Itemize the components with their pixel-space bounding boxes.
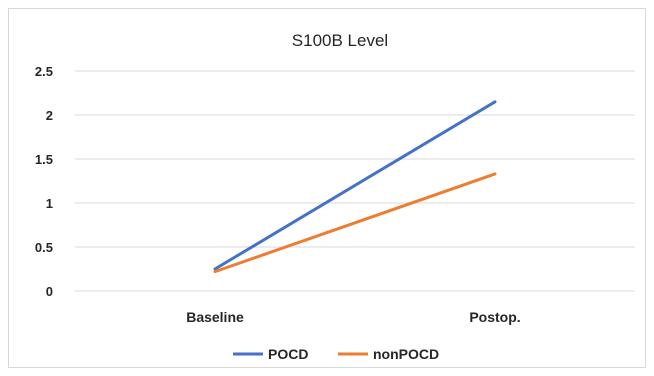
y-tick-label: 1 xyxy=(46,196,53,211)
legend-label-pocd: POCD xyxy=(268,346,308,362)
x-tick-label: Postop. xyxy=(469,309,520,325)
x-tick-label: Baseline xyxy=(186,309,244,325)
series-line-nonpocd xyxy=(213,172,497,274)
y-tick-label: 2 xyxy=(46,108,53,123)
legend-label-nonpocd: nonPOCD xyxy=(373,346,439,362)
y-tick-label: 2.5 xyxy=(35,64,53,79)
x-axis-ticks: Baseline Postop. xyxy=(186,309,520,325)
chart-title: S100B Level xyxy=(292,31,388,50)
legend: POCD nonPOCD xyxy=(233,346,439,362)
series-lines xyxy=(213,100,497,274)
chart-frame xyxy=(8,8,646,368)
y-axis-ticks: 0 0.5 1 1.5 2 2.5 xyxy=(35,64,53,299)
y-tick-label: 1.5 xyxy=(35,152,53,167)
series-line-pocd xyxy=(213,100,497,271)
y-tick-label: 0.5 xyxy=(35,240,53,255)
y-tick-label: 0 xyxy=(46,284,53,299)
gridlines xyxy=(75,70,635,292)
